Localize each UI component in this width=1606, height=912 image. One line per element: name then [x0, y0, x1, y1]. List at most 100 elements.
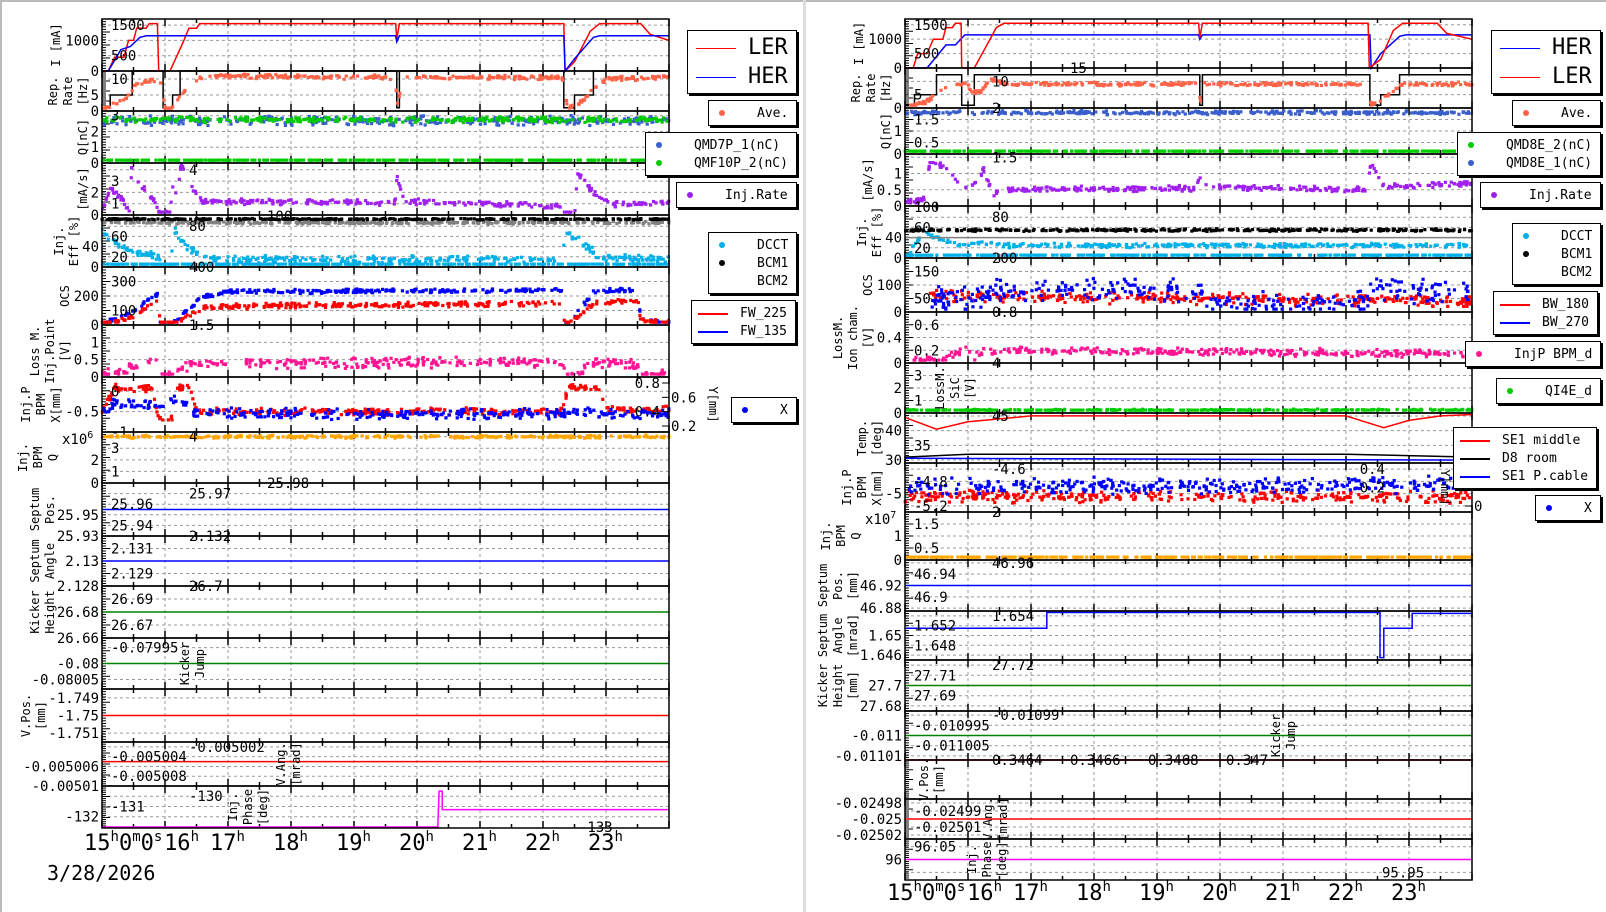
- data-point: [309, 117, 313, 121]
- data-point: [292, 217, 296, 221]
- data-point: [124, 220, 128, 224]
- data-point: [565, 102, 569, 106]
- data-point: [334, 115, 338, 119]
- data-point: [443, 360, 447, 364]
- data-point: [218, 158, 222, 162]
- data-point: [621, 262, 626, 266]
- data-point: [379, 76, 383, 81]
- data-point: [337, 254, 341, 259]
- data-point: [351, 262, 356, 266]
- data-point: [193, 189, 198, 193]
- data-point: [264, 255, 268, 259]
- data-point: [631, 158, 635, 162]
- data-point: [558, 120, 562, 124]
- data-point: [536, 158, 541, 162]
- data-point: [637, 122, 641, 126]
- data-point: [198, 196, 203, 200]
- data-point: [123, 387, 128, 392]
- data-point: [617, 290, 621, 294]
- data-point: [657, 74, 661, 78]
- data-point: [446, 217, 450, 221]
- data-point: [647, 118, 651, 122]
- data-point: [569, 105, 574, 109]
- data-point: [263, 217, 267, 221]
- data-point: [228, 158, 232, 162]
- data-point: [278, 359, 283, 364]
- data-point: [301, 222, 305, 226]
- data-point: [635, 217, 639, 222]
- data-point: [106, 237, 110, 241]
- data-point: [528, 290, 533, 294]
- figure-divider: [803, 0, 806, 912]
- data-point: [419, 217, 423, 221]
- data-point: [311, 358, 316, 362]
- data-point: [558, 217, 562, 222]
- data-point: [280, 262, 285, 266]
- data-point: [448, 361, 452, 365]
- y-tick-label: 4: [189, 163, 197, 179]
- data-point: [259, 120, 263, 124]
- data-point: [547, 120, 551, 124]
- data-point: [600, 196, 604, 201]
- data-point: [159, 81, 163, 85]
- data-point: [596, 158, 601, 162]
- data-point: [569, 113, 573, 118]
- data-point: [440, 118, 444, 122]
- data-point: [423, 304, 427, 308]
- data-point: [627, 77, 631, 81]
- data-point: [195, 299, 199, 303]
- data-point: [319, 356, 323, 360]
- data-point: [205, 359, 209, 363]
- data-point: [372, 262, 376, 266]
- data-point: [649, 372, 653, 376]
- data-point: [274, 303, 278, 307]
- data-point: [642, 158, 646, 162]
- data-point: [338, 289, 342, 293]
- data-point: [638, 313, 642, 318]
- data-point: [203, 217, 207, 221]
- data-point: [349, 76, 353, 80]
- data-point: [105, 233, 109, 237]
- data-point: [530, 262, 534, 266]
- data-point: [479, 262, 483, 266]
- data-point: [258, 73, 263, 78]
- data-point: [151, 198, 156, 203]
- data-point: [392, 124, 396, 128]
- data-point: [535, 363, 539, 367]
- data-point: [656, 262, 660, 266]
- y-axis-label-line: Loss M.: [28, 326, 42, 377]
- data-point: [533, 217, 537, 222]
- data-point: [274, 73, 278, 77]
- data-point: [641, 372, 645, 376]
- data-point: [639, 116, 643, 121]
- data-point: [133, 309, 137, 313]
- data-point: [537, 359, 541, 363]
- data-point: [313, 258, 317, 262]
- data-point: [204, 295, 208, 299]
- data-point: [150, 296, 154, 300]
- data-point: [353, 357, 357, 361]
- data-point: [167, 222, 171, 226]
- data-point: [183, 242, 187, 247]
- data-point: [283, 121, 287, 125]
- y-tick-label-wrap: 1000: [65, 33, 99, 49]
- data-point: [168, 320, 172, 324]
- data-point: [353, 119, 357, 123]
- data-point: [276, 303, 280, 307]
- data-point: [215, 220, 220, 224]
- data-point: [133, 120, 137, 124]
- data-point: [285, 76, 289, 80]
- data-point: [511, 361, 515, 365]
- data-point: [631, 361, 635, 365]
- data-point: [191, 262, 195, 266]
- data-point: [517, 262, 521, 266]
- data-point: [430, 118, 434, 122]
- data-point: [279, 304, 283, 308]
- y-tick-label: 20: [111, 250, 128, 266]
- data-point: [622, 298, 626, 302]
- data-point: [576, 217, 580, 221]
- data-point: [571, 115, 575, 119]
- y-tick-label: 1.5: [189, 318, 214, 334]
- data-point: [622, 117, 627, 121]
- data-point: [561, 158, 566, 162]
